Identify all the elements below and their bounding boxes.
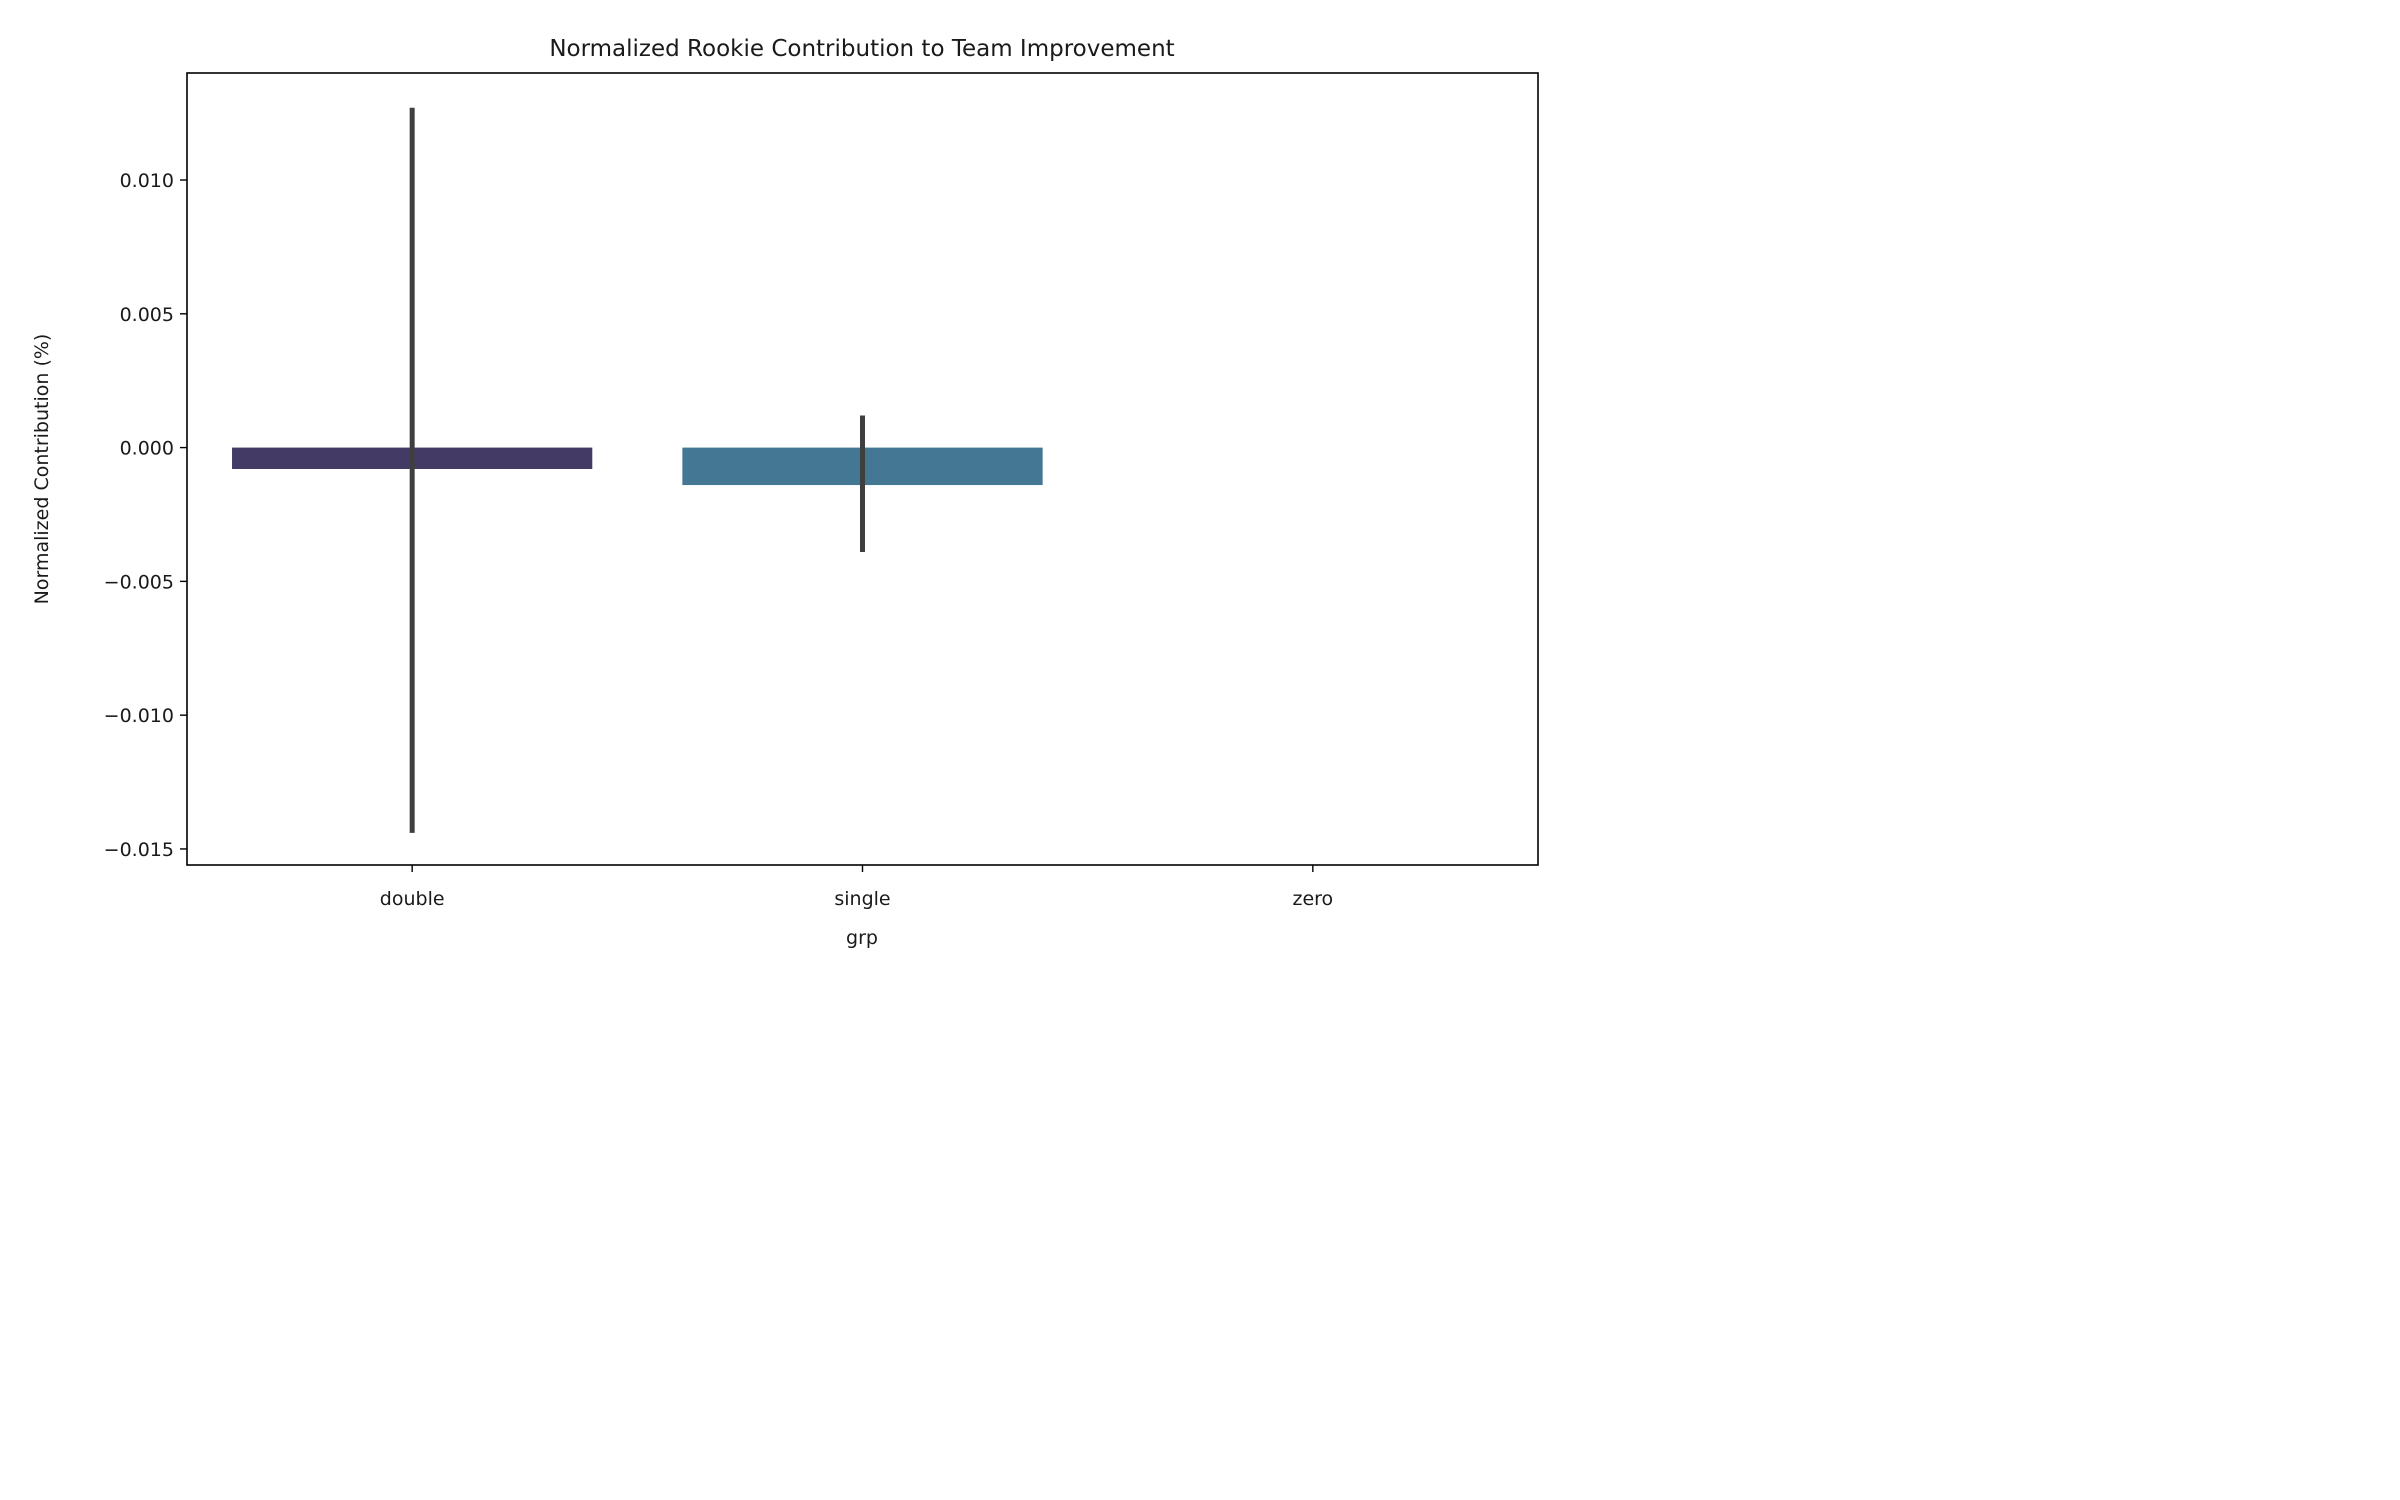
y-tick-label: 0.005 [120,304,174,326]
chart-marks [232,107,1043,833]
x-tick-label-single: single [834,888,890,910]
x-tick-label-zero: zero [1292,888,1333,910]
axes: double single zero 0.010 0.005 0.000 −0.005 −0.… [104,170,1334,910]
chart-figure: Normalized Rookie Contribution to Team I… [0,0,1568,980]
bar-chart: Normalized Rookie Contribution to Team I… [31,36,1539,949]
y-tick-label: −0.010 [104,705,174,727]
y-tick-label: 0.010 [120,170,174,192]
y-tick-label: 0.000 [120,438,174,460]
y-tick-label: −0.015 [104,839,174,861]
x-axis-label: grp [846,927,878,949]
chart-title: Normalized Rookie Contribution to Team I… [549,36,1174,62]
x-tick-label-double: double [380,888,445,910]
y-tick-label: −0.005 [104,571,174,593]
y-axis-label: Normalized Contribution (%) [31,334,53,605]
